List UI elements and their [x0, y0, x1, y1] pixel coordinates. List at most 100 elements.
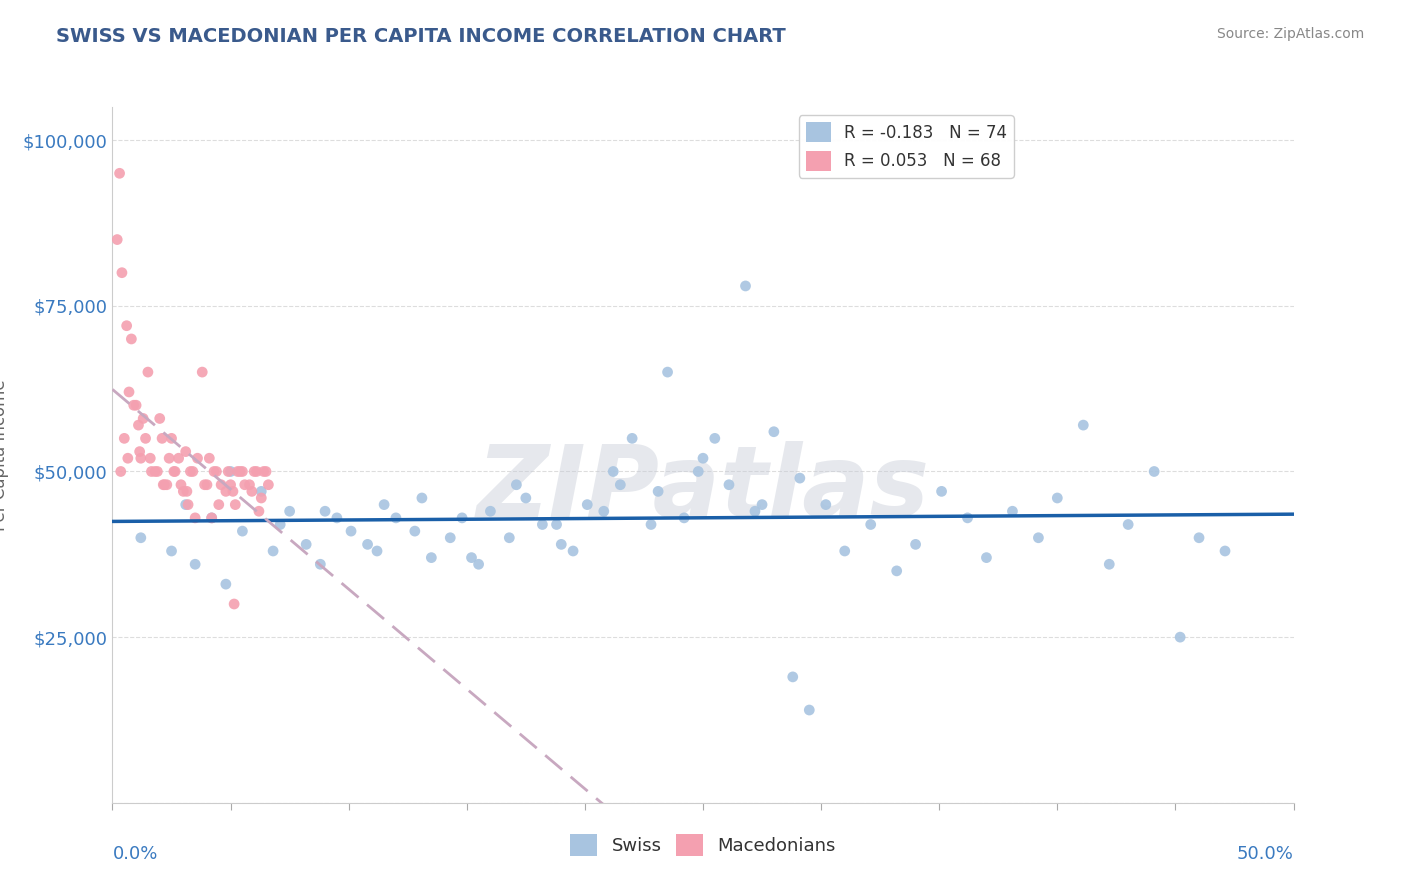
- Point: [460, 550, 482, 565]
- Point: [531, 517, 554, 532]
- Point: [814, 498, 837, 512]
- Point: [576, 498, 599, 512]
- Point: [127, 418, 149, 433]
- Point: [108, 166, 131, 180]
- Point: [703, 431, 725, 445]
- Point: [744, 504, 766, 518]
- Point: [224, 498, 246, 512]
- Point: [1213, 544, 1236, 558]
- Text: ZIPatlas: ZIPatlas: [477, 442, 929, 538]
- Point: [245, 465, 267, 479]
- Point: [238, 477, 260, 491]
- Point: [647, 484, 669, 499]
- Point: [153, 477, 176, 491]
- Y-axis label: Per Capita Income: Per Capita Income: [0, 379, 8, 531]
- Point: [340, 524, 363, 538]
- Point: [110, 465, 132, 479]
- Point: [550, 537, 572, 551]
- Point: [602, 465, 624, 479]
- Point: [229, 465, 252, 479]
- Point: [170, 477, 193, 491]
- Point: [177, 498, 200, 512]
- Point: [1168, 630, 1191, 644]
- Point: [129, 531, 152, 545]
- Point: [222, 484, 245, 499]
- Point: [186, 451, 208, 466]
- Point: [385, 511, 408, 525]
- Point: [179, 465, 201, 479]
- Point: [976, 550, 998, 565]
- Point: [146, 465, 169, 479]
- Point: [172, 484, 194, 499]
- Point: [782, 670, 804, 684]
- Text: Source: ZipAtlas.com: Source: ZipAtlas.com: [1216, 27, 1364, 41]
- Point: [717, 477, 740, 491]
- Point: [1001, 504, 1024, 518]
- Point: [1071, 418, 1094, 433]
- Point: [366, 544, 388, 558]
- Point: [673, 511, 696, 525]
- Point: [163, 465, 186, 479]
- Point: [420, 550, 443, 565]
- Point: [253, 465, 276, 479]
- Point: [505, 477, 527, 491]
- Point: [115, 318, 138, 333]
- Point: [467, 558, 489, 572]
- Point: [231, 524, 253, 538]
- Point: [250, 491, 273, 505]
- Point: [160, 431, 183, 445]
- Point: [931, 484, 953, 499]
- Point: [135, 431, 157, 445]
- Point: [125, 398, 148, 412]
- Point: [404, 524, 426, 538]
- Point: [149, 411, 172, 425]
- Point: [160, 544, 183, 558]
- Point: [692, 451, 714, 466]
- Point: [451, 511, 474, 525]
- Point: [257, 477, 280, 491]
- Point: [120, 332, 142, 346]
- Point: [243, 465, 266, 479]
- Point: [269, 517, 291, 532]
- Point: [209, 477, 232, 491]
- Point: [621, 431, 644, 445]
- Point: [762, 425, 785, 439]
- Point: [1116, 517, 1139, 532]
- Point: [262, 544, 284, 558]
- Point: [201, 511, 224, 525]
- Point: [143, 465, 166, 479]
- Point: [479, 504, 502, 518]
- Point: [373, 498, 395, 512]
- Point: [141, 465, 163, 479]
- Point: [112, 431, 135, 445]
- Point: [105, 233, 128, 247]
- Point: [546, 517, 568, 532]
- Point: [181, 465, 204, 479]
- Point: [1143, 465, 1166, 479]
- Point: [411, 491, 433, 505]
- Point: [254, 465, 277, 479]
- Point: [157, 451, 180, 466]
- Point: [215, 577, 238, 591]
- Point: [498, 531, 520, 545]
- Point: [609, 477, 631, 491]
- Point: [356, 537, 378, 551]
- Point: [640, 517, 662, 532]
- Point: [118, 384, 141, 399]
- Point: [165, 465, 187, 479]
- Legend: Swiss, Macedonians: Swiss, Macedonians: [562, 827, 844, 863]
- Point: [231, 465, 253, 479]
- Point: [139, 451, 162, 466]
- Point: [219, 477, 242, 491]
- Point: [111, 266, 134, 280]
- Point: [1188, 531, 1211, 545]
- Point: [208, 498, 231, 512]
- Point: [751, 498, 773, 512]
- Point: [789, 471, 811, 485]
- Point: [592, 504, 614, 518]
- Point: [122, 398, 145, 412]
- Point: [176, 484, 198, 499]
- Point: [167, 451, 190, 466]
- Point: [515, 491, 537, 505]
- Point: [184, 511, 207, 525]
